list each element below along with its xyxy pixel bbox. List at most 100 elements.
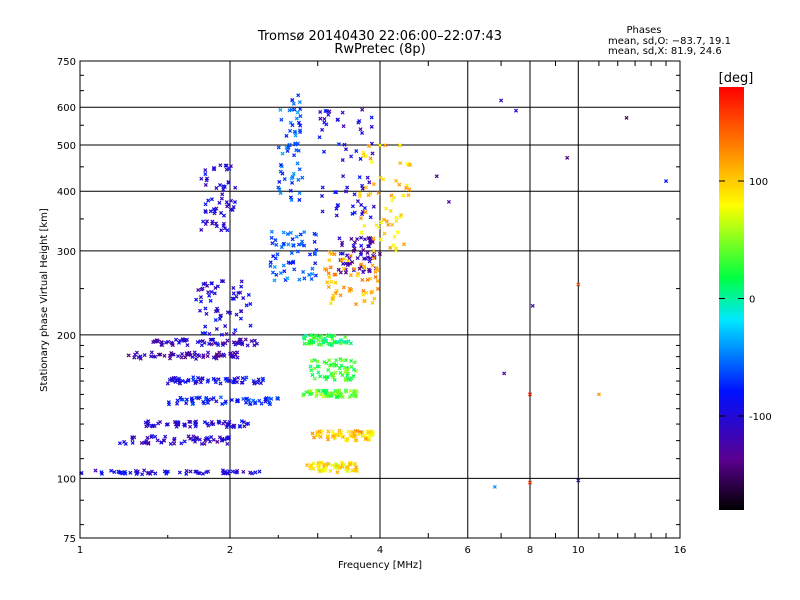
x-tick-label: 16 (674, 545, 687, 556)
data-point (270, 241, 275, 246)
data-point (492, 484, 497, 489)
x-tick-label: 6 (465, 545, 471, 556)
data-point (371, 236, 376, 241)
data-point (320, 428, 325, 433)
data-point (130, 440, 135, 445)
data-point (290, 237, 295, 242)
data-point (499, 98, 504, 103)
stats-line-x: mean, sd,X: 81.9, 24.6 (608, 46, 722, 57)
data-point (319, 334, 324, 339)
data-point (238, 290, 243, 295)
data-point (363, 210, 368, 215)
data-point (317, 429, 322, 434)
data-point (201, 399, 206, 404)
data-point (206, 423, 211, 428)
data-point (527, 480, 533, 485)
data-point (298, 107, 303, 112)
data-point (309, 391, 314, 396)
plot-frame (79, 60, 681, 539)
data-point (343, 270, 348, 275)
data-point (336, 202, 341, 207)
data-point (134, 471, 139, 476)
data-point (233, 469, 238, 475)
data-point (228, 379, 233, 384)
data-point (367, 180, 372, 185)
data-point (297, 197, 302, 202)
data-point (219, 196, 224, 201)
data-point (221, 213, 227, 218)
data-point (331, 293, 336, 298)
data-point (211, 376, 216, 381)
data-point (326, 367, 331, 373)
data-point (194, 469, 199, 474)
data-point (179, 441, 184, 446)
data-point (401, 193, 406, 198)
data-point (282, 177, 287, 182)
x-tick-label: 2 (227, 545, 233, 556)
data-point (271, 254, 276, 259)
data-point (140, 472, 145, 477)
data-point (230, 469, 235, 474)
data-point (289, 251, 294, 256)
data-point (209, 397, 214, 402)
data-point (446, 199, 451, 204)
data-point (288, 188, 293, 193)
data-point (269, 229, 274, 234)
data-point (231, 354, 236, 360)
data-point (312, 231, 317, 236)
data-point (325, 434, 330, 439)
data-point (289, 176, 294, 181)
data-point (199, 227, 204, 232)
data-point (216, 419, 221, 424)
data-point (359, 202, 364, 207)
data-point (384, 219, 389, 224)
data-point (165, 381, 170, 386)
data-point (325, 374, 330, 379)
data-point (197, 437, 202, 442)
data-point (527, 392, 533, 397)
data-point (214, 206, 219, 211)
data-point (302, 336, 307, 341)
data-point (302, 276, 307, 281)
data-point (329, 279, 334, 284)
data-point (311, 435, 316, 440)
data-point (308, 364, 313, 369)
data-point (375, 268, 380, 273)
data-point (369, 159, 374, 165)
data-point (342, 256, 347, 262)
data-point (211, 337, 216, 342)
data-point (218, 381, 223, 386)
data-point (176, 421, 181, 426)
data-point (211, 437, 216, 442)
data-point (225, 441, 230, 446)
data-point (358, 127, 363, 132)
data-point (328, 250, 333, 255)
data-point (341, 174, 346, 179)
data-point (326, 437, 331, 442)
data-point (384, 206, 389, 211)
data-point (224, 200, 229, 205)
data-point (349, 364, 354, 369)
data-point (354, 273, 360, 278)
data-point (288, 230, 293, 235)
data-point (398, 143, 403, 148)
data-point (343, 189, 349, 194)
data-point (275, 252, 280, 257)
data-point (229, 198, 234, 203)
data-point (280, 151, 285, 156)
data-point (163, 434, 168, 439)
data-point (278, 162, 283, 167)
data-point (221, 187, 226, 192)
data-point (320, 127, 325, 132)
data-point (218, 395, 223, 400)
data-point (132, 435, 137, 440)
data-point (340, 240, 345, 245)
data-point (253, 470, 258, 475)
data-point (93, 468, 98, 473)
data-point (177, 470, 182, 475)
data-point (332, 272, 337, 277)
data-point (344, 389, 349, 394)
data-point (328, 469, 333, 474)
data-point (276, 145, 281, 150)
data-point (183, 379, 188, 385)
